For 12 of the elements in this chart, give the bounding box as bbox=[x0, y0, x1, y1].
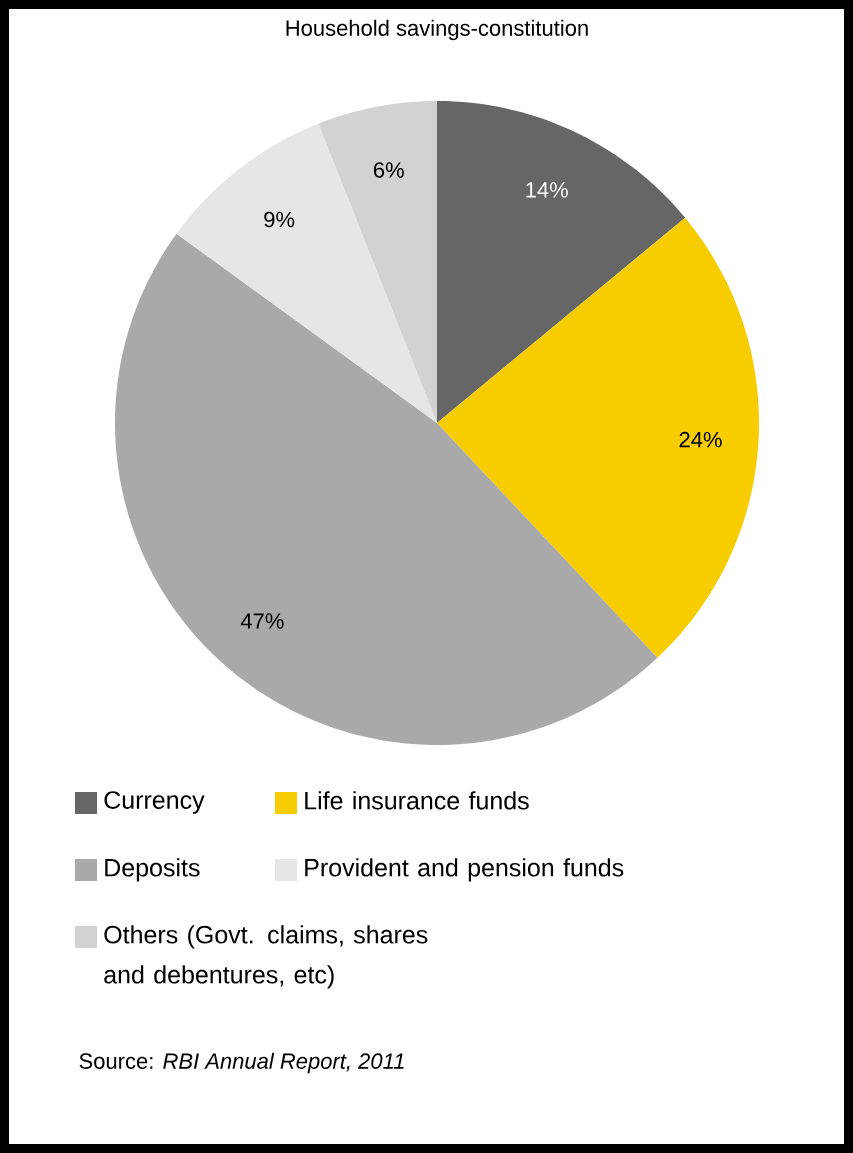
legend-label: Deposits bbox=[105, 858, 200, 882]
data-label: 9% bbox=[264, 211, 295, 228]
legend-label: Provident and pension funds bbox=[305, 858, 624, 882]
data-label: 6% bbox=[373, 162, 404, 178]
source-note: Source: RBI Annual Report, 2011 bbox=[79, 1052, 404, 1074]
data-label: 14% bbox=[526, 182, 568, 198]
chart-title: Household savings-constitution bbox=[286, 19, 588, 41]
data-label: 47% bbox=[240, 613, 284, 629]
data-label: 24% bbox=[679, 431, 722, 448]
legend-label: Life insurance funds bbox=[305, 791, 529, 810]
legend-label: Others (Govt. claims, shares and debentures, etc) bbox=[104, 925, 428, 989]
legend-label: Currency bbox=[104, 791, 205, 814]
